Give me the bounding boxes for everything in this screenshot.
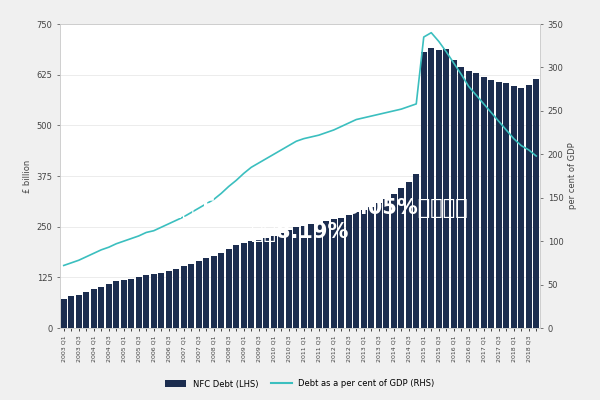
Bar [203, 258, 209, 328]
Bar [301, 226, 307, 328]
Bar [76, 295, 82, 328]
Bar [451, 60, 457, 328]
Bar [406, 182, 412, 328]
Bar [436, 50, 442, 328]
Bar [518, 88, 524, 328]
Bar [173, 269, 179, 328]
Bar [391, 194, 397, 328]
Bar [488, 80, 494, 328]
Bar [271, 236, 277, 328]
Y-axis label: per cent of GDP: per cent of GDP [568, 143, 577, 209]
Bar [166, 271, 172, 328]
Bar [331, 218, 337, 328]
Bar [443, 49, 449, 328]
Bar [226, 249, 232, 328]
Bar [533, 79, 539, 328]
Bar [188, 264, 194, 328]
Bar [316, 223, 322, 328]
Bar [308, 224, 314, 328]
Bar [481, 77, 487, 328]
Bar [241, 243, 247, 328]
Bar [383, 199, 389, 328]
Bar [128, 278, 134, 328]
Bar [248, 241, 254, 328]
Bar [428, 48, 434, 328]
Bar [278, 233, 284, 328]
Bar [151, 274, 157, 328]
Bar [421, 52, 427, 328]
Bar [503, 83, 509, 328]
Bar [473, 73, 479, 328]
Bar [211, 256, 217, 328]
Bar [113, 281, 119, 328]
Bar [361, 210, 367, 328]
Bar [181, 266, 187, 328]
Bar [466, 71, 472, 328]
Bar [511, 86, 517, 328]
Bar [338, 216, 344, 328]
Bar [136, 277, 142, 328]
Bar [196, 261, 202, 328]
Bar [458, 66, 464, 328]
Bar [256, 240, 262, 328]
Bar [526, 85, 532, 328]
Bar [496, 82, 502, 328]
Bar [413, 174, 419, 328]
Y-axis label: £ billion: £ billion [23, 159, 32, 193]
Bar [323, 220, 329, 328]
Bar [83, 292, 89, 328]
Bar [106, 284, 112, 328]
Bar [233, 245, 239, 328]
Text: 牛市加杠杆 5月20日常銀转偤下跌0.05%，转股溢
价率8.19%: 牛市加杠杆 5月20日常銀转偤下跌0.05%，转股溢 价率8.19% [132, 198, 468, 242]
Legend: NFC Debt (LHS), Debt as a per cent of GDP (RHS): NFC Debt (LHS), Debt as a per cent of GD… [162, 376, 438, 392]
Bar [218, 253, 224, 328]
Bar [98, 288, 104, 328]
Bar [263, 238, 269, 328]
Bar [353, 212, 359, 328]
Bar [68, 296, 74, 328]
Bar [91, 290, 97, 328]
Bar [61, 299, 67, 328]
Bar [398, 188, 404, 328]
Bar [346, 214, 352, 328]
Bar [121, 280, 127, 328]
Bar [158, 273, 164, 328]
Bar [293, 228, 299, 328]
Bar [376, 203, 382, 328]
Bar [143, 275, 149, 328]
Bar [368, 207, 374, 328]
Bar [286, 230, 292, 328]
